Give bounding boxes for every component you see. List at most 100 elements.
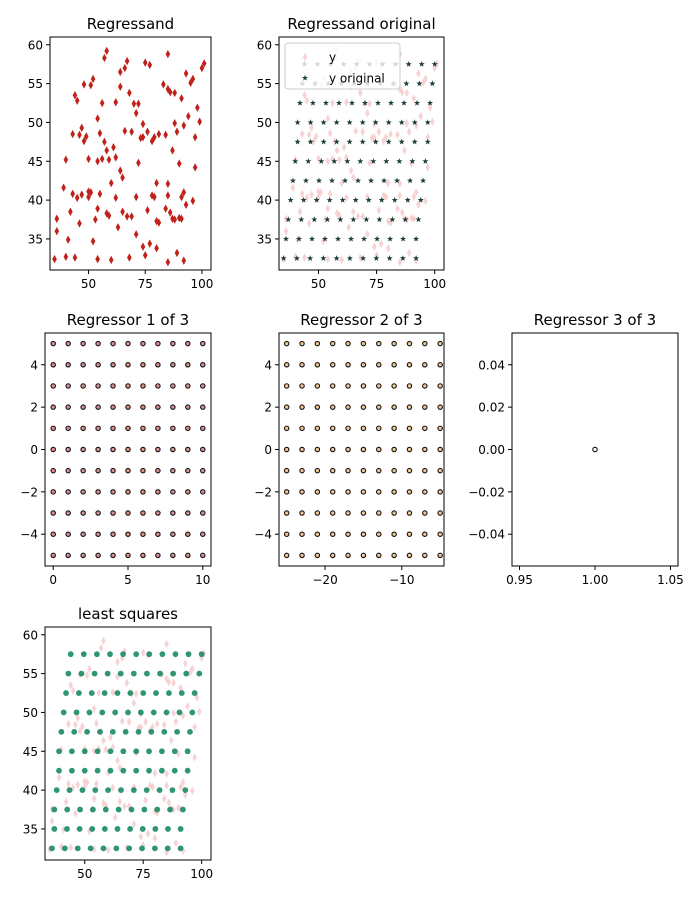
data-point	[65, 446, 71, 453]
data-point	[78, 670, 85, 677]
data-point	[365, 192, 370, 202]
data-point	[167, 208, 173, 217]
data-point	[80, 404, 86, 410]
data-point	[103, 745, 109, 754]
data-point	[186, 112, 191, 121]
data-point	[422, 425, 428, 432]
data-point	[164, 674, 169, 684]
data-point	[110, 340, 116, 347]
data-point	[90, 74, 96, 84]
data-point	[125, 709, 131, 716]
data-point	[350, 216, 357, 223]
data-point	[110, 362, 116, 368]
data-point	[171, 748, 178, 755]
data-point	[297, 207, 303, 216]
data-point	[198, 651, 205, 658]
data-point	[329, 362, 336, 368]
data-point	[179, 192, 184, 202]
data-point	[133, 192, 139, 202]
data-point	[82, 777, 88, 786]
data-point	[64, 826, 70, 832]
data-point	[80, 425, 86, 432]
data-point	[170, 404, 176, 410]
data-point	[145, 829, 151, 838]
data-point	[75, 713, 81, 723]
data-point	[299, 446, 305, 453]
data-point	[65, 362, 71, 368]
y-tick-label: 50	[23, 706, 38, 720]
data-point	[171, 678, 176, 688]
data-point	[280, 255, 287, 261]
chart-regressand: Regressand 50 75 100 35 40 45 50 55 60	[28, 15, 214, 291]
data-point	[125, 446, 131, 453]
data-point	[385, 178, 391, 188]
data-point	[168, 736, 174, 745]
data-point	[316, 187, 321, 196]
data-point	[86, 709, 93, 716]
data-point	[115, 806, 122, 813]
data-point	[415, 216, 422, 223]
data-point	[95, 340, 101, 347]
data-point	[190, 74, 196, 84]
data-point	[109, 728, 116, 735]
data-point	[155, 362, 161, 368]
data-point	[167, 87, 173, 97]
data-point	[200, 446, 206, 453]
data-point	[52, 254, 57, 264]
data-point	[333, 119, 340, 126]
data-point	[283, 383, 290, 389]
data-point	[74, 845, 81, 852]
data-point	[376, 362, 382, 368]
data-point	[418, 60, 425, 67]
data-point	[406, 127, 412, 136]
data-point	[318, 188, 324, 197]
data-point	[95, 157, 100, 166]
data-point	[299, 404, 305, 410]
data-point	[110, 383, 116, 389]
data-point	[185, 383, 191, 389]
data-point	[285, 216, 292, 223]
data-point	[344, 98, 349, 107]
data-point	[150, 709, 157, 716]
data-point	[50, 362, 56, 368]
data-point	[185, 552, 191, 559]
data-point	[111, 143, 116, 152]
data-point	[108, 255, 114, 265]
data-point	[113, 153, 119, 162]
data-point	[185, 404, 191, 410]
data-point	[314, 467, 321, 474]
data-point	[376, 383, 382, 389]
data-point	[298, 216, 305, 223]
data-point	[314, 383, 321, 389]
data-point	[320, 138, 327, 145]
data-point	[144, 670, 150, 677]
data-point	[126, 802, 132, 811]
data-point	[140, 425, 146, 432]
data-point	[86, 187, 91, 196]
data-point	[197, 117, 202, 126]
data-point	[137, 709, 144, 716]
data-point	[313, 196, 320, 203]
data-point	[429, 80, 436, 87]
data-point	[114, 690, 121, 696]
data-point	[294, 119, 301, 126]
data-point	[80, 510, 86, 516]
data-point	[72, 253, 78, 262]
data-point	[140, 132, 146, 142]
data-point	[51, 826, 58, 832]
data-point	[311, 216, 318, 223]
data-point	[200, 510, 206, 516]
data-point	[125, 404, 131, 410]
data-point	[413, 235, 420, 242]
data-point	[283, 552, 290, 559]
data-point	[283, 362, 290, 368]
data-point	[138, 722, 144, 732]
y-tick-label: 45	[28, 155, 43, 169]
data-point	[70, 129, 75, 139]
data-point	[329, 404, 336, 410]
data-point	[346, 138, 353, 145]
data-point	[140, 340, 146, 347]
data-point	[404, 119, 410, 128]
data-point	[406, 340, 413, 347]
data-point	[359, 119, 366, 126]
